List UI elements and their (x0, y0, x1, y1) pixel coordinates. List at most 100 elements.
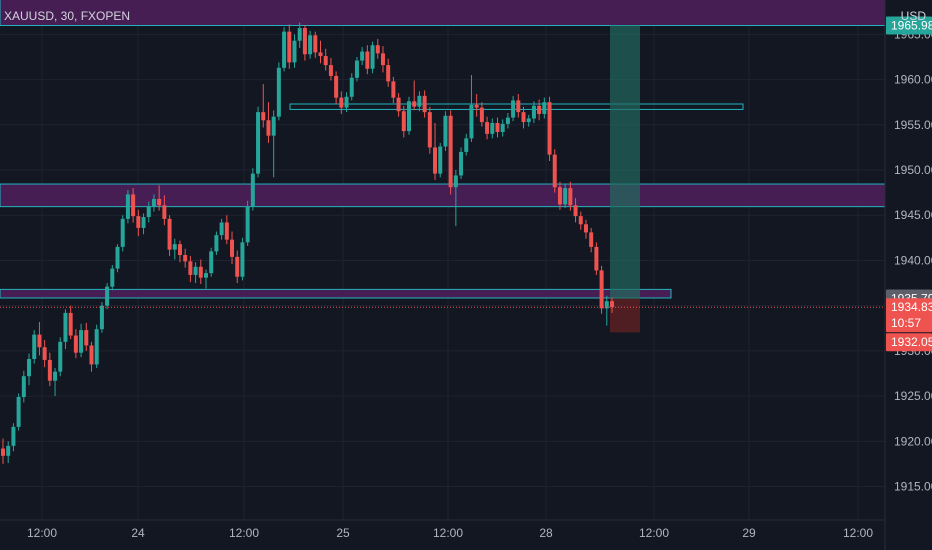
price-axis[interactable]: 1915.001920.001925.001930.001935.001940.… (884, 0, 932, 550)
candle-body (58, 341, 63, 372)
position-stop-area (610, 298, 640, 333)
candle-body (537, 105, 542, 114)
candle (84, 322, 89, 351)
candle-body (6, 445, 11, 456)
candle-body (469, 104, 474, 139)
candle-body (219, 222, 224, 236)
candle-body (120, 218, 125, 247)
candle (354, 56, 359, 82)
candle (552, 149, 557, 193)
candle-body (73, 335, 78, 353)
candle (396, 93, 401, 117)
candle (370, 41, 375, 74)
candle-body (172, 244, 177, 250)
candle (412, 80, 417, 111)
candle (250, 168, 255, 211)
candle (209, 247, 214, 277)
candle (188, 255, 193, 283)
candle (573, 198, 578, 223)
candle (193, 262, 198, 284)
candle (610, 297, 614, 313)
candle-body (162, 205, 167, 219)
candle-body (188, 261, 193, 275)
candle-body (193, 266, 198, 275)
candle (375, 38, 380, 59)
x-tick-label: 28 (539, 526, 553, 540)
price-badge-bg (886, 333, 932, 352)
long-position-tool[interactable] (610, 25, 640, 333)
candle-body (438, 146, 443, 174)
candle (401, 105, 406, 138)
candle (422, 90, 427, 118)
candle-body (84, 330, 89, 346)
symbol-title[interactable]: XAUUSD, 30, FXOPEN (4, 9, 131, 23)
candle (224, 215, 229, 245)
candle (469, 75, 474, 142)
candle-body (547, 102, 552, 155)
candle (386, 58, 391, 87)
candle (42, 340, 47, 368)
candle-body (245, 206, 250, 243)
candle (490, 118, 495, 139)
candle-body (146, 206, 151, 218)
candle (198, 259, 203, 284)
candle (99, 302, 104, 333)
candle (79, 323, 84, 358)
candle (568, 181, 573, 211)
candle-body (433, 147, 438, 174)
candle (136, 209, 141, 237)
price-badge: 1934.83 (886, 298, 932, 317)
candle (323, 48, 328, 71)
candle (391, 76, 396, 104)
y-tick-label: 1945.00 (894, 208, 932, 222)
candle (105, 283, 110, 310)
candle-body (261, 112, 266, 121)
candle (276, 62, 281, 121)
candle-body (125, 194, 130, 219)
candle (344, 92, 349, 113)
y-tick-label: 1925.00 (894, 389, 932, 403)
currency-label[interactable]: USD (900, 9, 926, 23)
time-axis[interactable]: 12:00 24 12:00 25 12:00 28 12:00 29 12:00 (0, 519, 885, 540)
candle (287, 24, 292, 69)
candle-body (339, 97, 344, 108)
candle-body (323, 56, 328, 66)
candle-body (573, 205, 578, 217)
candle (146, 201, 151, 223)
candle (479, 102, 484, 127)
candle (120, 215, 125, 252)
candle (16, 393, 21, 431)
y-tick-label: 1960.00 (894, 73, 932, 87)
price-badge-label: 1932.05 (891, 335, 932, 349)
candle-body (407, 101, 411, 132)
candle-body (230, 239, 235, 257)
candle (282, 27, 287, 72)
candle-body (568, 188, 573, 206)
candle (557, 181, 562, 210)
candle-body (610, 301, 614, 308)
candle-body (453, 175, 458, 188)
candle-body (334, 75, 339, 98)
candle (230, 231, 235, 265)
zones (0, 0, 886, 299)
candle (37, 321, 42, 356)
candle-body (115, 246, 120, 269)
position-target-area (610, 25, 640, 299)
candle (578, 211, 583, 230)
candle (604, 295, 609, 326)
candle-body (297, 28, 302, 41)
candle-body (427, 112, 432, 148)
candle (297, 22, 302, 48)
candle (417, 91, 422, 112)
candle (162, 195, 167, 226)
candle-body (360, 51, 365, 61)
candle (219, 218, 224, 240)
candle-body (21, 376, 26, 398)
candle-body (495, 122, 500, 133)
price-badge-label: 1965.98 (891, 19, 932, 33)
x-tick-label: 12:00 (639, 526, 669, 540)
y-tick-label: 1915.00 (894, 480, 932, 494)
candle-body (318, 52, 323, 57)
